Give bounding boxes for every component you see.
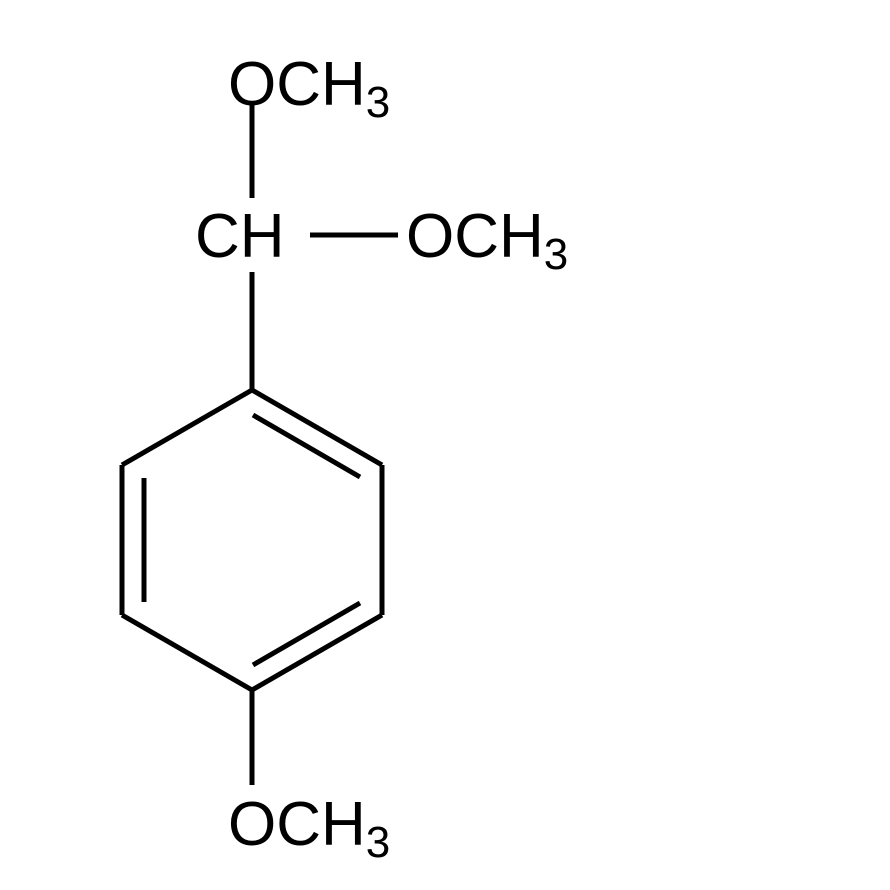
atom-ch: CH: [195, 202, 285, 271]
bond-ring-c6-c1: [122, 390, 252, 465]
molecule-diagram: OCH3CHOCH3OCH3: [0, 0, 890, 890]
atom-bottom-och3: OCH3: [228, 790, 390, 867]
bond-ring-c4-c5: [122, 615, 252, 690]
atom-top-och3: OCH3: [228, 50, 390, 127]
atom-right-och3: OCH3: [406, 202, 568, 279]
